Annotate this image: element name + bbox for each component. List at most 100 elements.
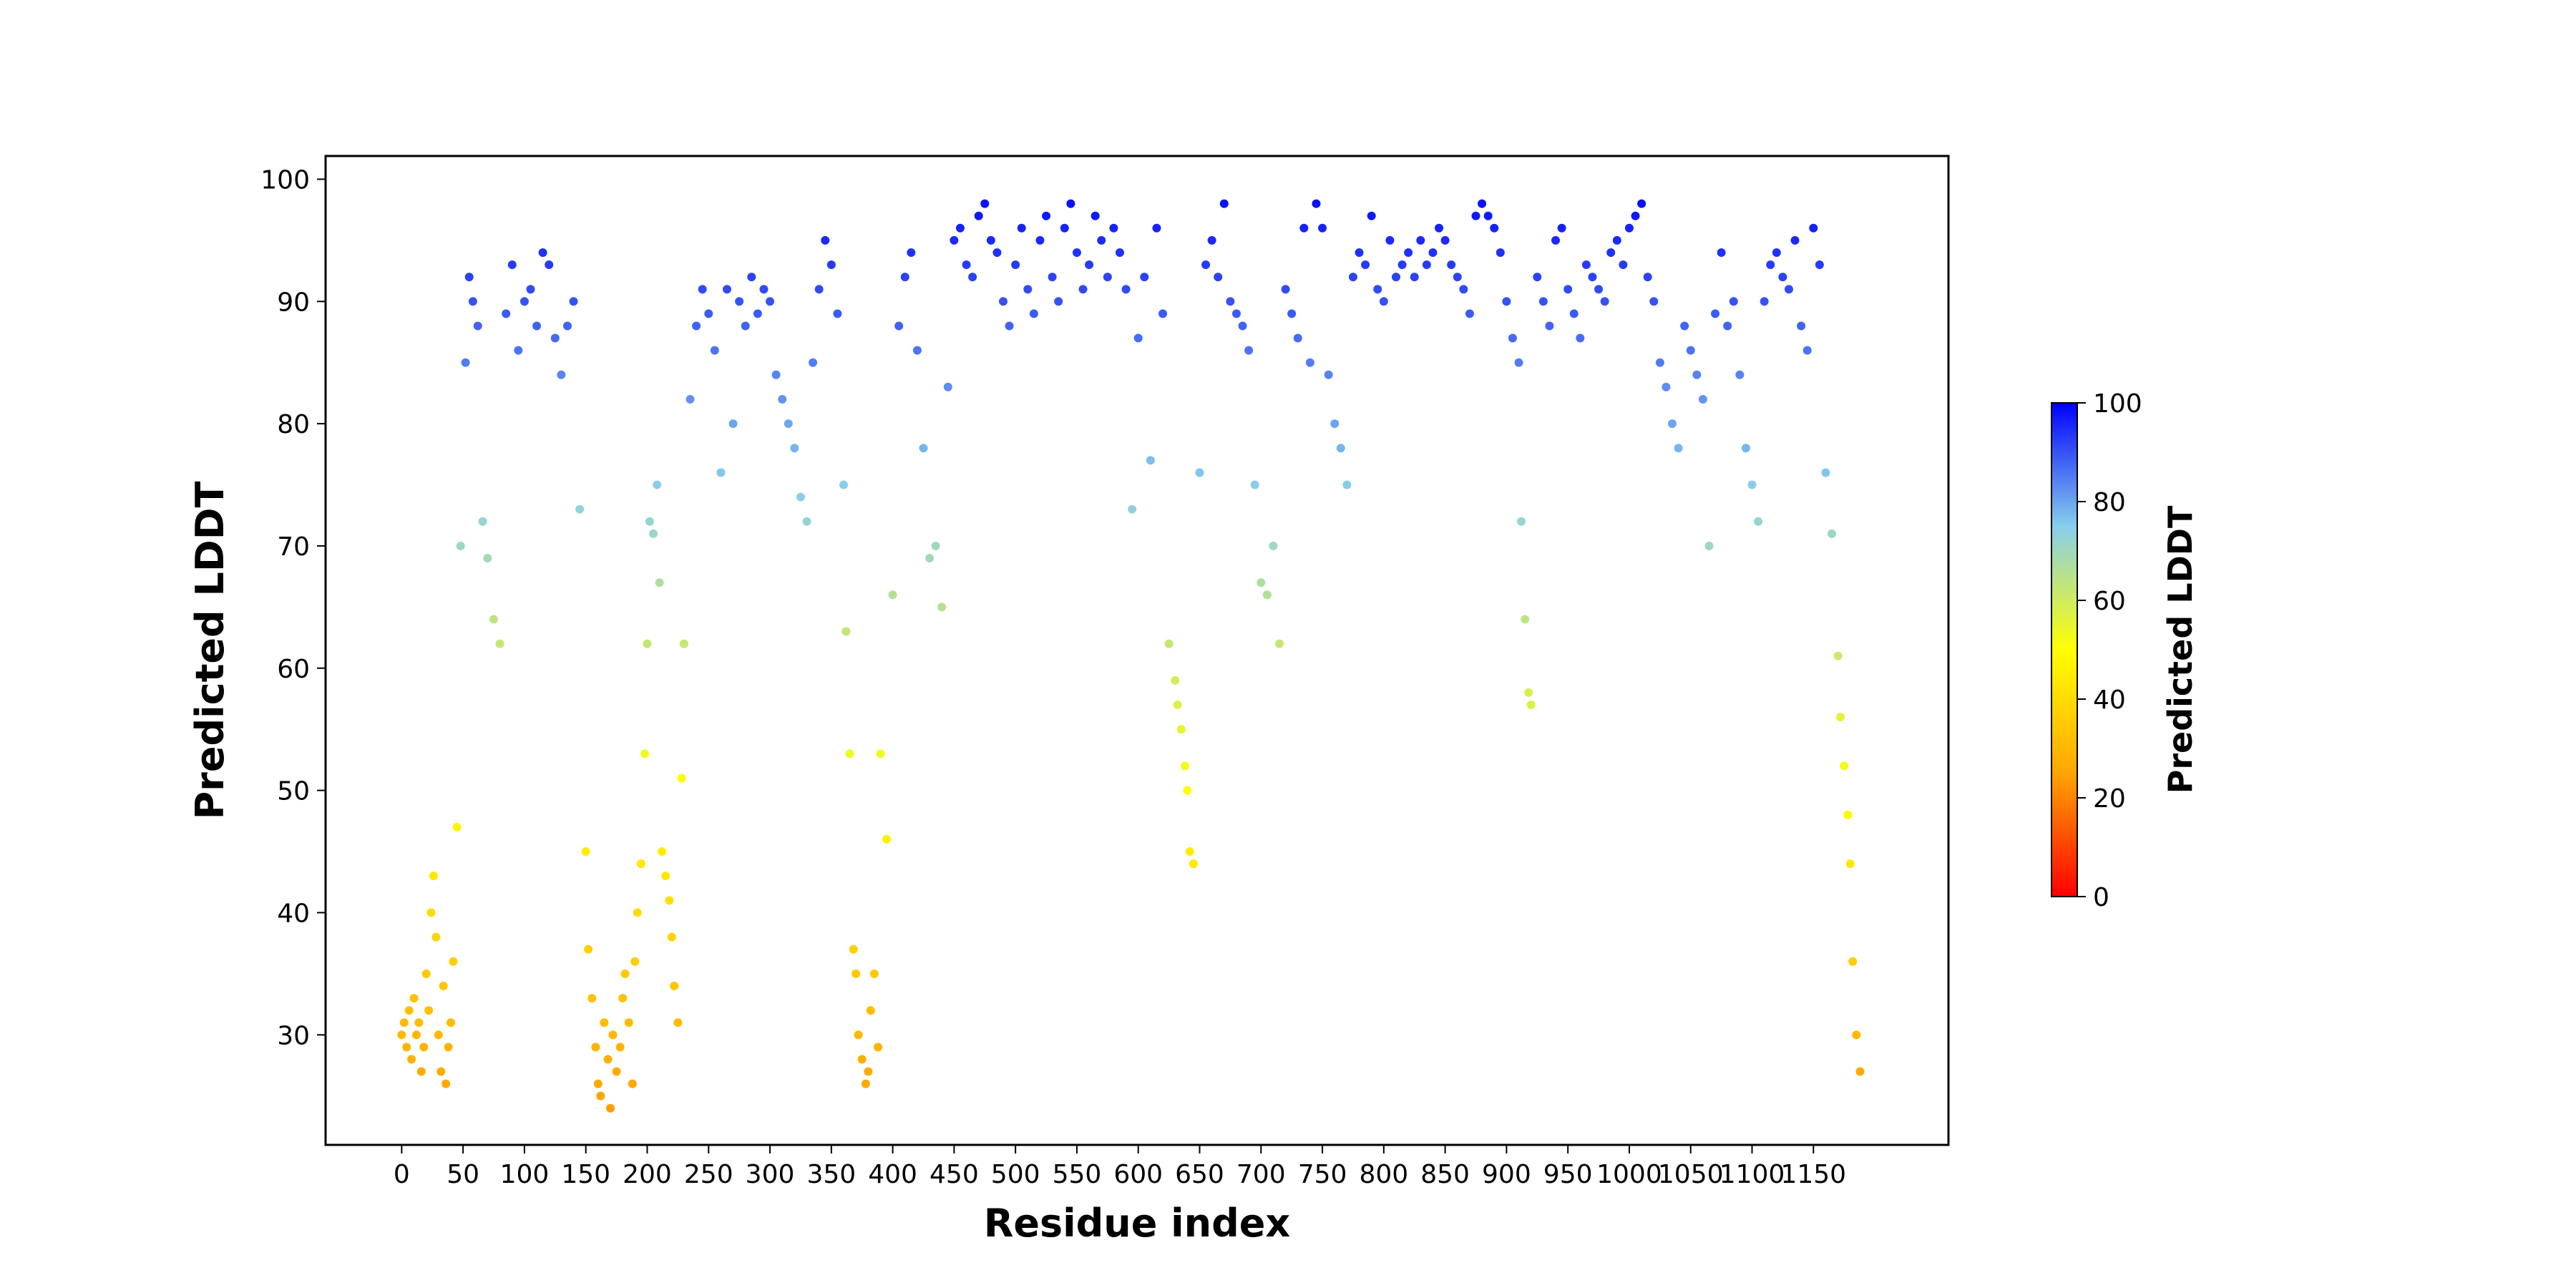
data-point xyxy=(1516,517,1526,526)
data-point xyxy=(1802,346,1812,355)
data-point xyxy=(1624,223,1634,233)
data-point xyxy=(593,1079,602,1088)
data-point xyxy=(452,822,462,831)
data-point xyxy=(1404,248,1413,257)
colorbar-tick-label: 80 xyxy=(2093,488,2126,517)
data-point xyxy=(587,994,597,1003)
data-point xyxy=(1821,468,1830,477)
data-point xyxy=(1848,957,1858,966)
colorbar: 0 20 40 60 80 100 xyxy=(2051,389,2142,912)
data-point xyxy=(986,235,995,245)
data-point xyxy=(1140,273,1149,282)
data-point xyxy=(514,346,523,355)
data-point xyxy=(411,1030,421,1040)
data-point xyxy=(1490,223,1499,233)
data-point xyxy=(1146,456,1155,465)
data-point xyxy=(1855,1067,1865,1076)
data-point xyxy=(1103,273,1112,282)
data-point xyxy=(722,285,731,294)
data-point xyxy=(1526,701,1536,710)
data-point xyxy=(620,969,630,978)
data-point xyxy=(489,615,499,624)
data-point xyxy=(404,1006,414,1015)
data-point xyxy=(1717,248,1726,257)
x-tick-label: 50 xyxy=(447,1160,479,1189)
data-point xyxy=(974,211,983,220)
data-point xyxy=(431,932,441,942)
data-point xyxy=(575,504,585,514)
data-point xyxy=(1257,578,1266,587)
colorbar-title: Predicted LDDT xyxy=(2161,505,2200,794)
data-point xyxy=(771,370,781,379)
data-point xyxy=(1029,309,1038,318)
x-axis-title: Residue index xyxy=(984,1201,1291,1246)
data-point xyxy=(861,1079,870,1088)
data-point xyxy=(1361,260,1370,270)
y-tick-label: 60 xyxy=(277,655,310,684)
data-point xyxy=(1797,321,1806,331)
data-point xyxy=(532,321,542,331)
data-point xyxy=(519,297,529,306)
data-point xyxy=(1422,260,1431,270)
data-point xyxy=(424,1006,434,1015)
data-point xyxy=(833,309,842,318)
data-point xyxy=(1416,235,1425,245)
data-point xyxy=(1318,223,1327,233)
data-point xyxy=(869,969,879,978)
data-point xyxy=(1637,199,1646,208)
data-point xyxy=(649,529,658,538)
data-point xyxy=(1704,541,1714,550)
x-tick-label: 750 xyxy=(1298,1160,1347,1189)
data-point xyxy=(1312,199,1321,208)
data-point xyxy=(429,872,438,881)
data-point xyxy=(802,517,811,526)
data-point xyxy=(615,1043,625,1052)
x-tick-label: 1150 xyxy=(1780,1160,1846,1189)
data-point xyxy=(796,492,805,502)
data-point xyxy=(399,1018,409,1028)
data-point xyxy=(658,847,667,857)
data-point xyxy=(716,468,726,477)
data-point xyxy=(876,749,885,758)
data-point xyxy=(1649,297,1659,306)
data-point xyxy=(735,297,744,306)
data-point xyxy=(1631,211,1640,220)
data-point xyxy=(1299,223,1309,233)
data-point xyxy=(402,1043,411,1052)
data-point xyxy=(1533,273,1542,282)
data-point xyxy=(1275,639,1284,648)
data-point xyxy=(439,981,448,990)
data-point xyxy=(1809,223,1818,233)
data-point xyxy=(655,578,664,587)
data-point xyxy=(1521,615,1530,624)
data-point xyxy=(854,1030,863,1040)
data-point xyxy=(1342,480,1352,489)
data-point xyxy=(1128,504,1137,514)
x-axis: 0 50 100 150 200 250 300 350 400 450 500 550 600 650 7… xyxy=(394,1145,1846,1189)
data-point xyxy=(1109,223,1118,233)
data-point xyxy=(809,358,818,367)
data-point xyxy=(1158,309,1168,318)
data-point xyxy=(1686,346,1695,355)
data-point xyxy=(1171,675,1180,685)
data-point xyxy=(1183,786,1192,795)
data-point xyxy=(1729,297,1738,306)
data-point xyxy=(407,1055,416,1064)
data-point xyxy=(421,969,431,978)
data-point xyxy=(1833,651,1843,660)
data-point xyxy=(596,1091,605,1101)
data-point xyxy=(1723,321,1732,331)
x-tick-label: 950 xyxy=(1543,1160,1593,1189)
data-point xyxy=(1085,260,1094,270)
data-point xyxy=(397,1030,406,1040)
data-point xyxy=(1391,273,1400,282)
data-point xyxy=(950,235,959,245)
data-point xyxy=(461,358,470,367)
data-point xyxy=(1355,248,1364,257)
data-point xyxy=(1545,321,1554,331)
data-point xyxy=(1459,285,1468,294)
x-tick-label: 1050 xyxy=(1658,1160,1724,1189)
data-point xyxy=(483,554,492,563)
data-point xyxy=(759,285,769,294)
x-tick-label: 900 xyxy=(1482,1160,1531,1189)
